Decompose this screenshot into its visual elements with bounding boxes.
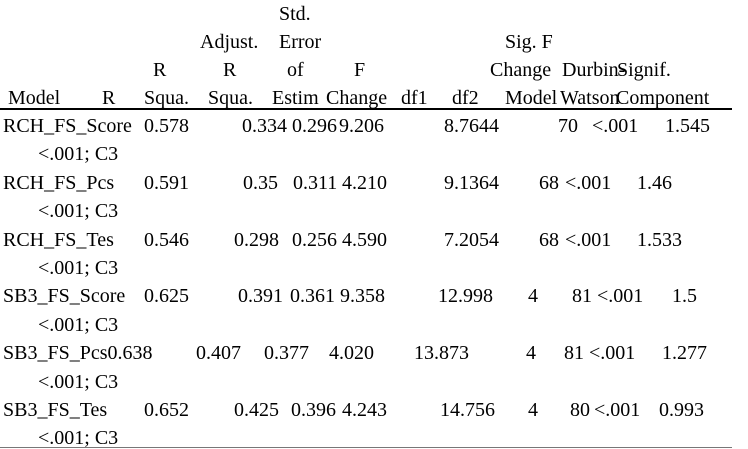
cell-value: 0.296 xyxy=(292,115,337,137)
header-label: Squa. xyxy=(208,87,253,109)
header-label: Adjust. xyxy=(200,31,259,53)
header-label: df2 xyxy=(452,87,479,109)
model-name: SB3_FS_Tes xyxy=(3,399,108,421)
cell-value: 1.533 xyxy=(637,229,682,251)
cell-value: 4.243 xyxy=(342,399,387,421)
significance-note: <.001; C3 xyxy=(38,143,119,165)
cell-value: 9.206 xyxy=(339,115,384,137)
header-label: Sig. F xyxy=(505,31,553,53)
cell-value: 1.545 xyxy=(665,115,710,137)
cell-value: 68 xyxy=(539,172,559,194)
cell-value: 0.396 xyxy=(291,399,336,421)
cell-value: <.001 xyxy=(592,115,639,137)
cell-value: 81 xyxy=(564,342,584,364)
cell-value: 0.334 xyxy=(242,115,287,137)
cell-value: 0.546 xyxy=(144,229,189,251)
significance-note: <.001; C3 xyxy=(38,200,119,222)
cell-value: <.001 xyxy=(597,285,644,307)
cell-value: 4 xyxy=(528,285,538,307)
cell-value: 4.210 xyxy=(342,172,387,194)
cell-value: 7.2054 xyxy=(444,229,499,251)
significance-note: <.001; C3 xyxy=(38,314,119,336)
cell-value: 80 xyxy=(570,399,590,421)
cell-value: 0.391 xyxy=(238,285,283,307)
model-name: RCH_FS_Tes xyxy=(3,229,114,251)
header-label: F xyxy=(354,59,366,81)
cell-value: 14.756 xyxy=(440,399,495,421)
header-label: Std. xyxy=(279,3,311,25)
cell-value: <.001 xyxy=(565,229,612,251)
header-label: Signif. xyxy=(617,59,671,81)
header-label: Change xyxy=(490,59,552,81)
cell-value: 12.998 xyxy=(438,285,493,307)
cell-value: 0.625 xyxy=(144,285,189,307)
header-label: Change xyxy=(326,87,388,109)
cell-value: <.001 xyxy=(589,342,636,364)
cell-value: 9.1364 xyxy=(444,172,499,194)
cell-value: 0.298 xyxy=(234,229,279,251)
cell-value: 8.7644 xyxy=(444,115,499,137)
header-label: Watson xyxy=(560,87,620,109)
model-name: SB3_FS_Pcs0.638 xyxy=(3,342,153,364)
cell-value: 1.277 xyxy=(662,342,707,364)
header-label: Model xyxy=(8,87,61,109)
cell-value: 9.358 xyxy=(340,285,385,307)
header-label: Squa. xyxy=(144,87,189,109)
header-label: Estim xyxy=(272,87,319,109)
cell-value: 0.407 xyxy=(196,342,241,364)
header-label: df1 xyxy=(401,87,428,109)
cell-value: 0.377 xyxy=(264,342,309,364)
significance-note: <.001; C3 xyxy=(38,257,119,279)
cell-value: 68 xyxy=(539,229,559,251)
header-label: Model xyxy=(505,87,558,109)
cell-value: 4 xyxy=(526,342,536,364)
model-name: SB3_FS_Score xyxy=(3,285,126,307)
header-label: of xyxy=(287,59,304,81)
cell-value: 1.5 xyxy=(672,285,697,307)
cell-value: 13.873 xyxy=(414,342,469,364)
cell-value: 0.311 xyxy=(293,172,338,194)
header-label: R xyxy=(223,59,237,81)
cell-value: <.001 xyxy=(594,399,641,421)
header-label: Component xyxy=(616,87,710,109)
cell-value: 4.020 xyxy=(329,342,374,364)
cell-value: 0.993 xyxy=(659,399,704,421)
cell-value: 81 xyxy=(572,285,592,307)
cell-value: 0.591 xyxy=(144,172,189,194)
cell-value: 4 xyxy=(528,399,538,421)
cell-value: 0.256 xyxy=(292,229,337,251)
header-label: R xyxy=(102,87,116,109)
cell-value: 4.590 xyxy=(342,229,387,251)
header-label: R xyxy=(153,59,167,81)
header-label: Error xyxy=(279,31,322,53)
cell-value: 70 xyxy=(558,115,578,137)
bottom-rule xyxy=(0,447,732,448)
cell-value: <.001 xyxy=(565,172,612,194)
cell-value: 0.578 xyxy=(144,115,189,137)
significance-note: <.001; C3 xyxy=(38,427,119,449)
significance-note: <.001; C3 xyxy=(38,371,119,393)
header-rule xyxy=(0,108,732,110)
cell-value: 0.425 xyxy=(234,399,279,421)
cell-value: 1.46 xyxy=(637,172,672,194)
model-name: RCH_FS_Score xyxy=(3,115,132,137)
cell-value: 0.361 xyxy=(290,285,335,307)
cell-value: 0.652 xyxy=(144,399,189,421)
cell-value: 0.35 xyxy=(243,172,278,194)
model-name: RCH_FS_Pcs xyxy=(3,172,115,194)
header-label: Durbin- xyxy=(562,59,626,81)
